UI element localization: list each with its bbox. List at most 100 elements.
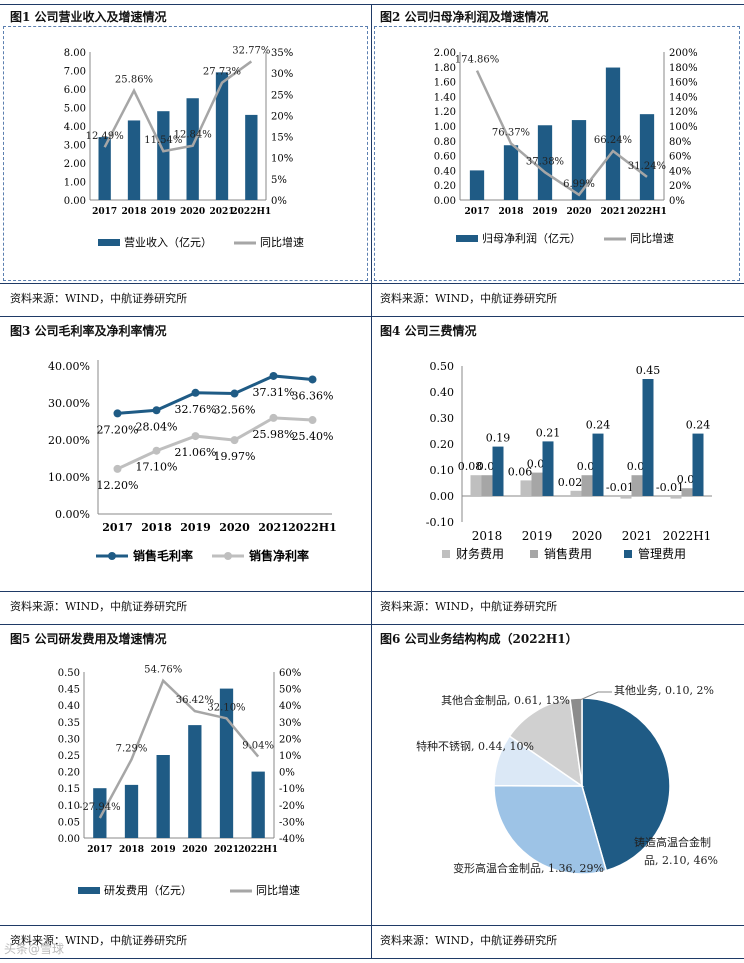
bar xyxy=(503,145,519,200)
x-tick-label: 2017 xyxy=(87,845,112,855)
x-tick-label: 2022H1 xyxy=(231,207,271,217)
gross-margin-line xyxy=(117,374,313,415)
bar xyxy=(639,114,655,200)
net-margin-label: 12.20% xyxy=(97,479,139,492)
bar xyxy=(124,784,139,838)
y-tick-right: 50% xyxy=(279,685,301,696)
growth-data-label: 31.24% xyxy=(628,161,666,172)
y-tick-left: 2.00 xyxy=(64,159,86,170)
net-margin-point xyxy=(113,464,122,473)
growth-data-label: 32.10% xyxy=(207,702,245,713)
fig4-title: 图4 公司三费情况 xyxy=(380,324,477,338)
growth-data-label: 11.54% xyxy=(144,135,182,146)
admin-expense-label: 0.21 xyxy=(536,426,561,439)
sales-expense-bar xyxy=(481,475,493,496)
y-tick-left: 0.45 xyxy=(58,685,80,696)
y-tick-left: 0.00 xyxy=(64,196,86,207)
chart-border-fig2 xyxy=(374,26,740,281)
legend-swatch-bar xyxy=(98,239,120,246)
y-tick-right: 20% xyxy=(669,181,691,192)
legend-label-net: 销售净利率 xyxy=(249,548,309,563)
growth-data-label: 27.73% xyxy=(203,67,241,78)
finance-expense-bar xyxy=(520,480,532,496)
pie-label-line1: 铸造高温合金制 xyxy=(634,835,711,849)
x-tick-label: 2020 xyxy=(180,207,205,217)
y-tick-right: 10% xyxy=(271,154,293,165)
x-tick-label: 2017 xyxy=(464,207,489,217)
frame-top-line xyxy=(0,4,744,5)
bar xyxy=(127,120,141,200)
admin-expense-bar xyxy=(642,379,654,496)
legend-label-finance-expense: 财务费用 xyxy=(456,546,504,561)
fig6-title: 图6 公司业务结构构成（2022H1） xyxy=(380,632,578,646)
legend-swatch-finance-expense xyxy=(442,550,450,558)
y-tick-right: 35% xyxy=(271,48,293,59)
bar xyxy=(157,111,170,200)
x-tick-label: 2020 xyxy=(182,845,207,855)
growth-data-label: 174.86% xyxy=(455,55,500,66)
y-tick-label: 30.00% xyxy=(48,397,90,410)
pie-slice xyxy=(569,697,583,787)
y-tick-left: 1.00 xyxy=(64,178,86,189)
fig1-chart: 0.00 1.00 2.00 3.00 4.00 5.00 6.00 7.00 8.00 0% 5%… xyxy=(64,45,304,249)
admin-expense-label: 0.19 xyxy=(486,432,511,445)
y-tick-left: 3.00 xyxy=(64,141,86,152)
frame-line-bottom xyxy=(0,958,744,959)
gross-margin-label: 28.04% xyxy=(136,420,178,433)
frame-line-row2-end xyxy=(0,624,744,625)
x-tick-label: 2018 xyxy=(119,845,144,855)
legend-label-bar: 归母净利润（亿元） xyxy=(482,231,581,245)
bar xyxy=(537,125,553,200)
growth-data-label: 7.29% xyxy=(116,743,148,754)
gross-margin-label: 36.36% xyxy=(292,389,334,402)
growth-data-label: 76.37% xyxy=(492,127,530,138)
y-tick-right: -10% xyxy=(279,784,305,795)
y-tick-label: 0.20 xyxy=(430,438,455,451)
x-tick-label: 2019 xyxy=(151,845,176,855)
growth-data-label: 6.99% xyxy=(563,179,595,190)
y-tick-right: 140% xyxy=(669,92,698,103)
y-tick-right: -40% xyxy=(279,834,305,845)
y-tick-right: 60% xyxy=(669,152,691,163)
bar xyxy=(93,788,107,838)
x-tick-label: 2020 xyxy=(566,207,591,217)
y-tick-left: 2.00 xyxy=(434,48,456,59)
y-tick-right: 40% xyxy=(279,701,301,712)
fig3-chart: 0.00% 10.00% 20.00% 30.00% 40.00% 2017 2018 201… xyxy=(48,360,337,563)
net-margin-line xyxy=(116,416,313,471)
growth-data-label: 66.24% xyxy=(594,135,632,146)
fig4-chart: -0.10 0.00 0.10 0.20 0.30 0.40 0.50 2018 0.08 0.0… xyxy=(426,360,712,561)
frame-line-row1-end xyxy=(0,316,744,317)
growth-data-label: -27.94% xyxy=(79,802,121,813)
bar xyxy=(469,170,485,200)
gross-margin-label: 27.20% xyxy=(97,423,139,436)
sales-expense-bar xyxy=(581,475,593,496)
bar xyxy=(215,72,229,200)
y-tick-label: 0.00% xyxy=(55,508,90,521)
gross-margin-label: 37.31% xyxy=(253,386,295,399)
y-tick-left: 0.80 xyxy=(434,137,456,148)
fig5-chart: 0.00 0.05 0.10 0.15 0.20 0.25 0.30 0.35 0.40 0.45… xyxy=(58,665,305,897)
bar xyxy=(186,98,199,200)
finance-expense-label: -0.01 xyxy=(656,481,684,494)
y-tick-right: 200% xyxy=(669,48,698,59)
admin-expense-bar xyxy=(592,433,604,496)
net-margin-label: 25.98% xyxy=(253,428,295,441)
fig6-source: 资料来源：WIND，中航证券研究所 xyxy=(380,934,558,947)
growth-line xyxy=(475,70,648,197)
y-tick-left: 0.50 xyxy=(58,668,80,679)
bar xyxy=(156,755,170,838)
admin-expense-label: 0.45 xyxy=(636,364,661,377)
pie-label-line1: 其他合金制品, 0.61, 13% xyxy=(441,693,570,707)
fig2-source: 资料来源：WIND，中航证券研究所 xyxy=(380,292,558,305)
y-tick-left: 0.60 xyxy=(434,152,456,163)
legend-swatch-bar xyxy=(78,887,100,894)
bar xyxy=(571,120,587,200)
net-margin-point xyxy=(269,413,278,422)
y-tick-left: 1.60 xyxy=(434,78,456,89)
y-tick-right: 30% xyxy=(271,69,293,80)
x-tick-label: 2019 xyxy=(522,529,553,543)
y-tick-label: 0.50 xyxy=(430,360,455,373)
net-margin-point xyxy=(191,432,200,441)
y-tick-left: 1.00 xyxy=(434,122,456,133)
